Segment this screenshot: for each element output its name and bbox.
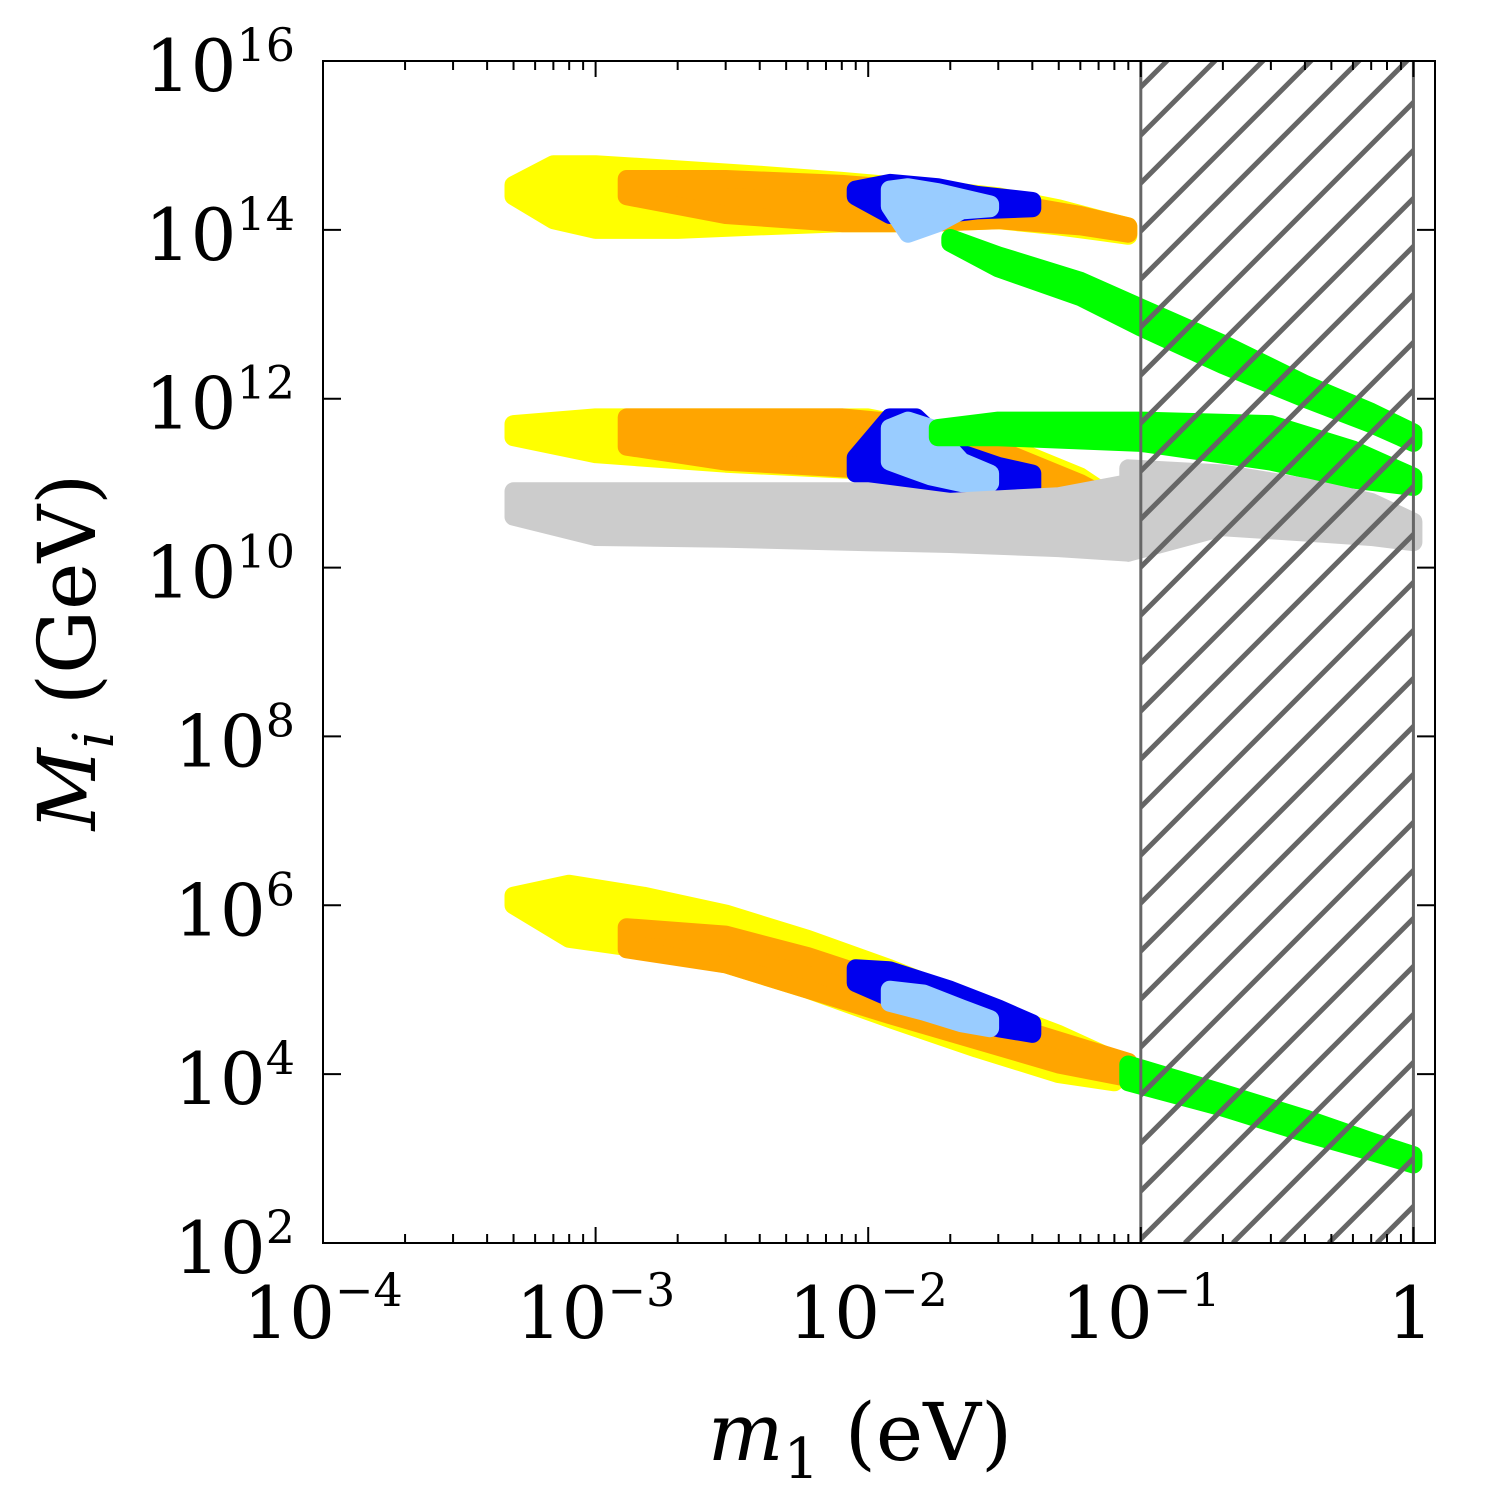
data-bands	[504, 155, 1423, 1174]
y-tick-label: 102	[174, 1200, 295, 1290]
hatch-line	[1140, 146, 1414, 427]
y-tick-label: 106	[174, 862, 295, 952]
y-tick-label: 1012	[145, 356, 295, 446]
hatch-line	[1140, 61, 1363, 283]
hatch-line	[1140, 98, 1414, 379]
series-orange	[617, 170, 1138, 1087]
x-tick-label: 10−3	[516, 1263, 675, 1355]
hatch-line	[1140, 338, 1414, 619]
excluded-region	[1139, 0, 1500, 1243]
y-tick-label: 1016	[145, 18, 295, 108]
band-lightblue-2	[880, 980, 1000, 1038]
hatch-line	[1140, 818, 1414, 1099]
hatch-line	[1183, 1010, 1414, 1243]
hatch-line	[1140, 386, 1414, 667]
band-lightblue-1	[880, 411, 1000, 493]
hatch-line	[1140, 530, 1414, 811]
series-blue	[846, 173, 1042, 1043]
band-gray-0	[504, 474, 1138, 562]
hatch-line	[1425, 0, 1500, 1243]
band-orange-2	[617, 918, 1138, 1087]
series-gray	[504, 459, 1423, 562]
x-tick-label: 1	[1388, 1271, 1434, 1355]
x-tick-label: 10−2	[788, 1263, 947, 1355]
y-tick-label: 1010	[145, 525, 295, 615]
hatch-line	[1140, 482, 1414, 763]
y-tick-label: 104	[174, 1031, 295, 1121]
y-tick-label: 108	[174, 693, 295, 783]
hatch-line	[1375, 1202, 1414, 1243]
hatch-line	[1140, 61, 1411, 331]
x-tick-label: 10−4	[243, 1263, 402, 1355]
band-lightblue-0	[880, 178, 1000, 243]
hatch-line	[1140, 434, 1414, 715]
hatch-line	[1140, 578, 1414, 859]
hatch-line	[1140, 61, 1315, 235]
hatch-lines	[1140, 0, 1500, 1243]
y-axis-title: Mi (GeV)	[21, 474, 127, 833]
series-yellow	[504, 155, 1138, 1092]
hatch-line	[1140, 770, 1414, 1051]
tick-labels: 10−4 10−3 10−2 10−1 1 102 104 106 108 1010 1012 101…	[145, 18, 1433, 1355]
hatch-line	[1140, 866, 1414, 1147]
plot-frame	[322, 60, 1436, 1244]
hatch-line	[1140, 61, 1267, 187]
y-tick-label: 1014	[145, 187, 295, 277]
x-axis-title: m1 (eV)	[708, 1386, 1012, 1492]
series-lightblue	[880, 178, 1000, 1038]
hatch-line	[1140, 962, 1414, 1243]
axis-ticks	[322, 60, 1435, 1244]
x-tick-label: 10−1	[1061, 1263, 1220, 1355]
hatch-line	[1140, 914, 1414, 1195]
hatch-line	[1279, 1106, 1414, 1243]
